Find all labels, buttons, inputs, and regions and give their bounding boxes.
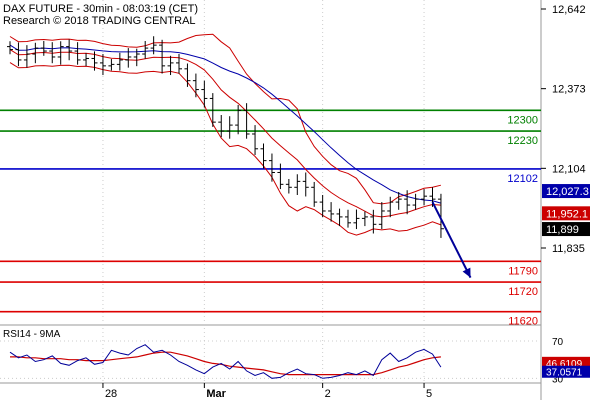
rsi-line [9,344,442,379]
x-tick-label: Mar [206,388,226,400]
rsi-badge-rsi [542,365,590,378]
rsi-y-tick-label: 30 [552,374,564,385]
x-tick-label: 5 [426,388,432,400]
axis-layer: 12,642 12,373 12,104 11,835 28 Mar 2 5 [102,4,586,400]
projection-arrow-head [462,267,471,278]
arrow-layer [431,201,472,279]
levels-layer: 12300 12230 12102 11790 11720 11620 [0,109,541,328]
level-label-11790: 11790 [508,265,538,277]
price-badge-label-ma: 12,027.3 [546,186,589,198]
price-badge-label-price: 11,899 [546,224,579,236]
y-tick-label: 12,373 [552,84,586,96]
bollinger-lower-line [9,62,442,236]
level-label-11720: 11720 [508,286,538,298]
rsi-layer: 70 30 [0,337,564,385]
level-label-12300: 12300 [507,114,538,126]
rsi-title: RSI14 - 9MA [3,329,61,340]
price-badge-ma [542,184,590,199]
projection-arrow-line [431,201,472,279]
level-label-11620: 11620 [508,316,538,328]
bollinger-middle-line [9,49,441,218]
candles-layer [7,36,444,238]
price-badge-label-bollinger: 11,952.1 [546,208,588,220]
bands-layer [9,33,442,236]
rsi-y-tick-label: 70 [552,337,564,348]
y-tick-label: 11,835 [552,243,585,255]
level-label-12230: 12230 [507,135,538,147]
price-badge-bollinger [542,206,590,221]
x-tick-label: 28 [105,388,117,400]
y-tick-label: 12,642 [552,4,586,16]
x-tick-label: 2 [325,388,331,400]
rsi-ma-line [10,351,441,376]
rsi-badge-label-rsi: 37.0571 [546,368,583,379]
level-label-12102: 12102 [507,173,538,185]
price-badge-price [542,222,590,237]
chart-title: DAX FUTURE - 30min - 08:03:19 (CET) [3,3,198,15]
rsi-badge-label-ma: 46.6109 [546,359,583,370]
bollinger-upper-line [9,33,442,205]
y-tick-label: 12,104 [552,163,586,175]
chart-subtitle: Research © 2018 TRADING CENTRAL [3,15,196,27]
moving-average-line [9,44,442,204]
